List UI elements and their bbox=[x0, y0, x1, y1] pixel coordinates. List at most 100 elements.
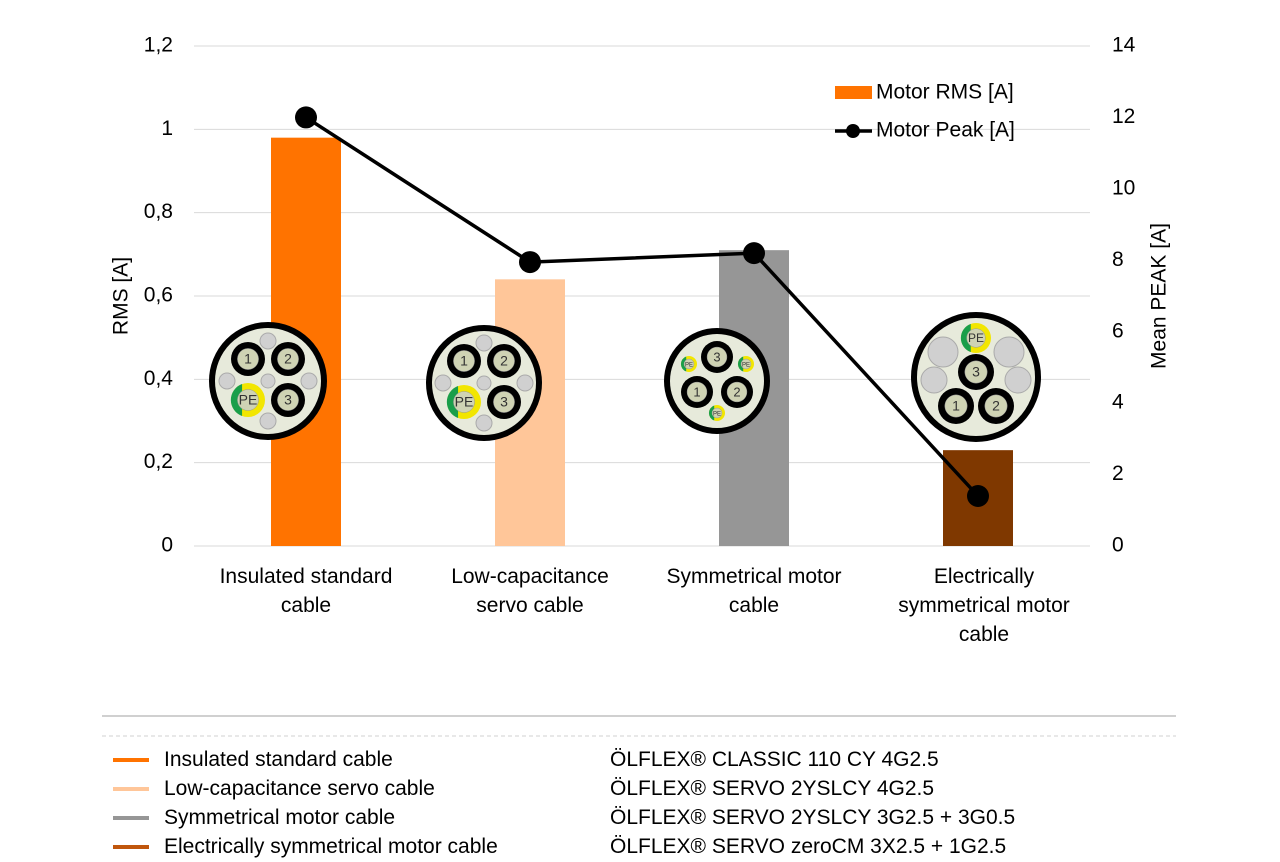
row-swatch bbox=[113, 845, 149, 849]
line-point bbox=[967, 485, 989, 507]
row-swatch bbox=[113, 816, 149, 820]
core-conductor bbox=[493, 391, 515, 413]
y-tick-label: 0,2 bbox=[144, 450, 173, 473]
row-name: Symmetrical motor cable bbox=[164, 806, 396, 829]
filler bbox=[475, 334, 493, 352]
core-conductor bbox=[277, 389, 299, 411]
y2-axis-title: Mean PEAK [A] bbox=[1148, 223, 1171, 369]
core-conductor bbox=[277, 348, 299, 370]
core-conductor bbox=[686, 381, 708, 403]
core-label: PE bbox=[239, 392, 258, 408]
core-label: 3 bbox=[284, 392, 292, 408]
core-conductor bbox=[493, 350, 515, 372]
core-label: PE bbox=[713, 412, 721, 418]
core-label: PE bbox=[968, 331, 984, 345]
core-label: PE bbox=[455, 394, 474, 410]
line-point bbox=[295, 106, 317, 129]
row-product: ÖLFLEX® CLASSIC 110 CY 4G2.5 bbox=[610, 748, 939, 771]
y-tick-label: 1 bbox=[161, 117, 173, 140]
legend-swatch bbox=[835, 86, 872, 99]
row-swatch bbox=[113, 787, 149, 791]
filler bbox=[300, 372, 318, 390]
core-stripe bbox=[737, 356, 744, 372]
cable-icon: PE 3 1 2 bbox=[911, 312, 1041, 442]
bars bbox=[271, 137, 1013, 546]
line bbox=[305, 115, 980, 498]
core-label: 2 bbox=[992, 398, 1000, 414]
core-label: 2 bbox=[733, 384, 740, 399]
legend-swatch bbox=[846, 124, 860, 138]
y2-tick-label: 6 bbox=[1112, 319, 1124, 342]
y-tick-label: 0,6 bbox=[144, 284, 173, 307]
y2-tick-label: 2 bbox=[1112, 462, 1124, 485]
core-stripe bbox=[960, 323, 971, 353]
core-conductor bbox=[711, 407, 723, 419]
filler bbox=[516, 374, 534, 392]
core-label: 2 bbox=[500, 353, 508, 369]
core-conductor bbox=[237, 389, 259, 411]
filler bbox=[993, 336, 1025, 368]
core-label: 1 bbox=[244, 351, 252, 367]
core-label: PE bbox=[685, 363, 693, 369]
line-series bbox=[295, 106, 989, 507]
filler bbox=[920, 366, 948, 394]
x-tick-label: Electrically symmetrical motor cable bbox=[898, 565, 1070, 646]
y2-tick-label: 12 bbox=[1112, 105, 1135, 128]
y-axis-title: RMS [A] bbox=[110, 257, 133, 335]
x-tick-label: Low-capacitance servo cable bbox=[451, 565, 609, 617]
filler bbox=[259, 332, 277, 350]
core-conductor bbox=[740, 358, 752, 370]
y2-tick-label: 14 bbox=[1112, 34, 1136, 57]
row-name: Low-capacitance servo cable bbox=[164, 777, 435, 800]
row-swatch bbox=[113, 758, 149, 762]
core-conductor bbox=[683, 358, 695, 370]
core-stripe bbox=[446, 386, 459, 418]
legend-label: Motor RMS [A] bbox=[876, 81, 1014, 104]
core-stripe bbox=[230, 384, 243, 416]
y-tick-label: 0,8 bbox=[144, 200, 173, 223]
cable-icon: 1 2 PE 3 bbox=[426, 325, 542, 441]
y2-tick-label: 8 bbox=[1112, 248, 1124, 271]
table-row: Symmetrical motor cable ÖLFLEX® SERVO 2YS… bbox=[0, 803, 1280, 832]
x-tick-label: Insulated standard cable bbox=[219, 565, 393, 617]
filler bbox=[434, 374, 452, 392]
cable-icon: 1 2 PE 3 bbox=[209, 322, 327, 440]
core-label: 2 bbox=[284, 351, 292, 367]
core-conductor bbox=[237, 348, 259, 370]
line-point bbox=[519, 251, 541, 274]
core-conductor bbox=[984, 394, 1008, 418]
filler bbox=[1004, 366, 1032, 394]
core-conductor bbox=[726, 381, 748, 403]
core-stripe bbox=[680, 356, 687, 372]
core-conductor bbox=[964, 360, 988, 384]
core-label: 3 bbox=[713, 349, 720, 364]
core-label: PE bbox=[742, 363, 750, 369]
filler bbox=[476, 375, 492, 391]
table-row: Insulated standard cable ÖLFLEX® CLASSIC … bbox=[0, 745, 1280, 774]
filler bbox=[475, 414, 493, 432]
legend-label: Motor Peak [A] bbox=[876, 119, 1015, 142]
y-tick-label: 1,2 bbox=[144, 34, 173, 57]
core-conductor bbox=[966, 328, 986, 348]
core-label: 1 bbox=[693, 384, 700, 399]
core-conductor bbox=[453, 350, 475, 372]
core-conductor bbox=[706, 346, 728, 368]
filler bbox=[259, 412, 277, 430]
core-label: 1 bbox=[952, 398, 960, 414]
row-product: ÖLFLEX® SERVO 2YSLCY 3G2.5 + 3G0.5 bbox=[610, 806, 1016, 829]
filler bbox=[218, 372, 236, 390]
core-label: 3 bbox=[500, 394, 508, 410]
filler bbox=[927, 336, 959, 368]
core-stripe bbox=[708, 405, 715, 421]
y2-tick-label: 4 bbox=[1112, 391, 1124, 414]
icons: 1 2 PE 3 1 2 PE 3 3 1 2 PE PE PE PE 3 1 2 bbox=[209, 312, 1041, 442]
cable-icon: 3 1 2 PE PE PE bbox=[664, 328, 770, 434]
table-row: Electrically symmetrical motor cable ÖLFL… bbox=[0, 832, 1280, 861]
filler bbox=[260, 373, 276, 389]
x-tick-label: Symmetrical motor cable bbox=[666, 565, 842, 617]
core-conductor bbox=[453, 391, 475, 413]
y-tick-label: 0,4 bbox=[144, 367, 174, 390]
line-point bbox=[743, 242, 765, 265]
